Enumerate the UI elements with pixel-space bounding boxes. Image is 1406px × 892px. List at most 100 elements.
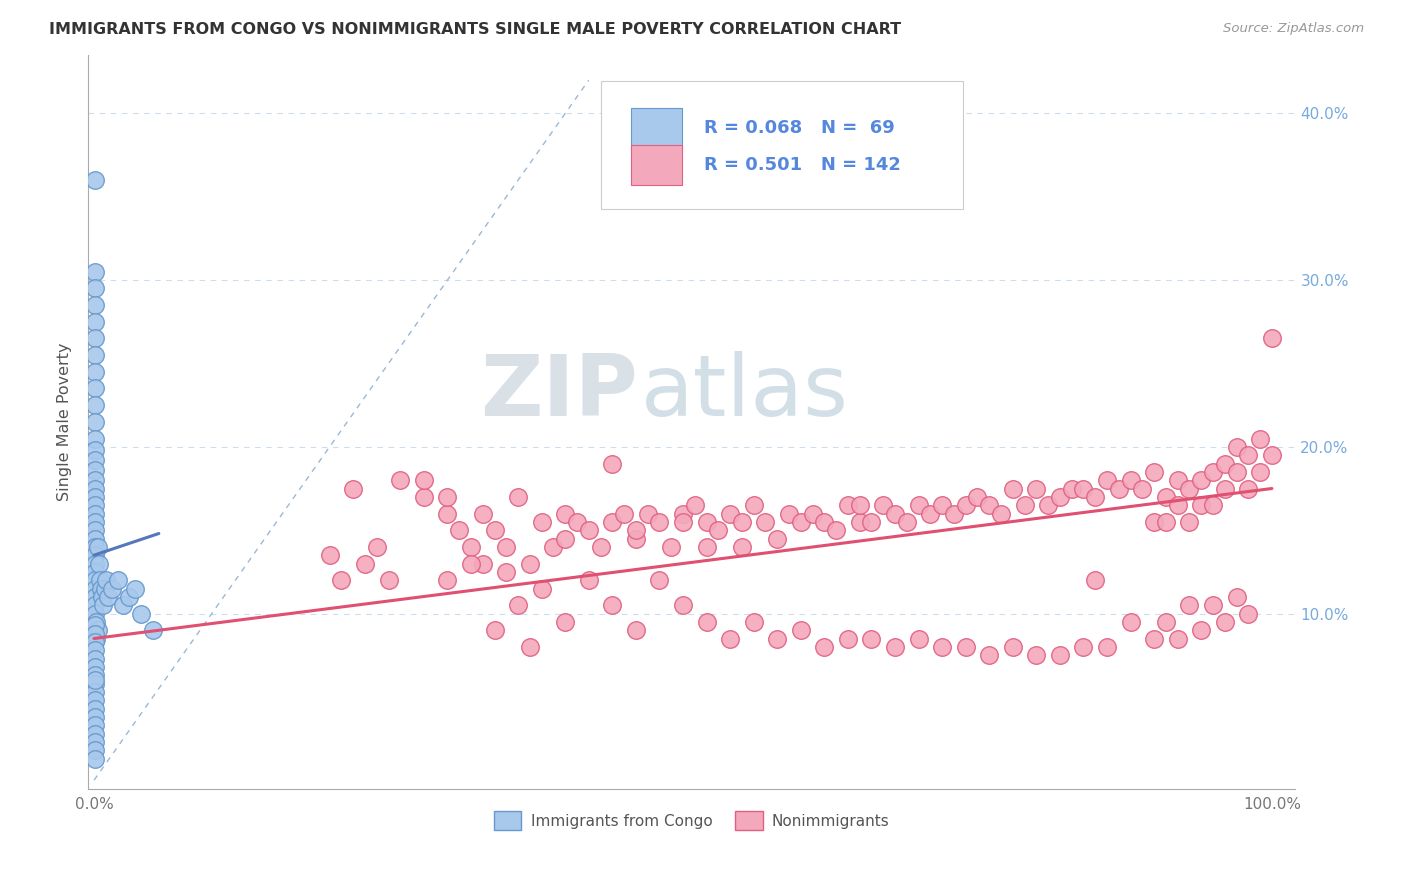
Point [84, 453, 107, 467]
Point [696, 615, 718, 629]
Point [86, 623, 108, 637]
Point [1084, 573, 1107, 587]
Point [742, 498, 765, 512]
Point [495, 565, 517, 579]
Point [318, 548, 340, 562]
Point [860, 632, 883, 646]
Point [1130, 482, 1153, 496]
Point [672, 598, 695, 612]
Point [696, 515, 718, 529]
Point [766, 532, 789, 546]
Point [1213, 615, 1236, 629]
Point [84, 415, 107, 429]
Point [589, 540, 612, 554]
Point [931, 498, 953, 512]
Point [718, 507, 741, 521]
Point [519, 640, 541, 654]
Point [659, 540, 682, 554]
Point [1036, 498, 1059, 512]
Point [84, 173, 107, 187]
Point [84, 443, 107, 458]
Point [896, 515, 918, 529]
Point [84, 281, 107, 295]
Point [436, 573, 458, 587]
Point [354, 557, 377, 571]
Point [84, 607, 107, 621]
Point [84, 598, 107, 612]
Point [1237, 607, 1260, 621]
Point [84, 507, 107, 521]
Point [979, 648, 1001, 663]
Point [766, 632, 789, 646]
Point [84, 573, 107, 587]
Point [118, 590, 141, 604]
Point [648, 573, 671, 587]
Point [1202, 498, 1225, 512]
Point [84, 540, 107, 554]
Point [495, 540, 517, 554]
Point [89, 573, 111, 587]
Point [84, 482, 107, 496]
Point [84, 265, 107, 279]
Point [1014, 498, 1036, 512]
Point [920, 507, 942, 521]
Point [955, 640, 977, 654]
Point [530, 582, 553, 596]
Point [84, 726, 107, 740]
Point [955, 498, 977, 512]
Point [624, 523, 647, 537]
Point [460, 557, 482, 571]
Point [484, 523, 506, 537]
Point [1189, 473, 1212, 487]
Text: atlas: atlas [641, 351, 849, 434]
Point [979, 498, 1001, 512]
Point [1178, 482, 1201, 496]
Point [1049, 490, 1071, 504]
Point [1001, 640, 1024, 654]
Point [554, 507, 576, 521]
Point [1178, 515, 1201, 529]
Point [1025, 648, 1047, 663]
Point [554, 532, 576, 546]
Point [84, 673, 107, 688]
Point [860, 515, 883, 529]
Point [460, 540, 482, 554]
Point [624, 532, 647, 546]
Point [93, 598, 115, 612]
Point [1261, 331, 1284, 345]
Point [412, 490, 434, 504]
Text: Source: ZipAtlas.com: Source: ZipAtlas.com [1223, 22, 1364, 36]
Point [84, 548, 107, 562]
Point [1084, 490, 1107, 504]
Point [84, 582, 107, 596]
Point [84, 298, 107, 312]
Point [366, 540, 388, 554]
Point [471, 557, 494, 571]
Point [1060, 482, 1083, 496]
Point [990, 507, 1012, 521]
Point [813, 515, 835, 529]
Point [600, 457, 623, 471]
Point [107, 573, 129, 587]
Point [1261, 448, 1284, 462]
Point [707, 523, 730, 537]
Point [1213, 457, 1236, 471]
Point [84, 565, 107, 579]
Point [1225, 440, 1247, 454]
Point [1178, 598, 1201, 612]
Point [84, 463, 107, 477]
Point [1167, 473, 1189, 487]
Text: ZIP: ZIP [479, 351, 637, 434]
Point [683, 498, 706, 512]
Point [1154, 490, 1177, 504]
Point [1189, 623, 1212, 637]
Point [84, 515, 107, 529]
Point [1095, 640, 1118, 654]
Point [84, 532, 107, 546]
Point [1225, 465, 1247, 479]
Point [124, 582, 146, 596]
Point [554, 615, 576, 629]
Point [84, 676, 107, 690]
Point [84, 643, 107, 657]
Point [1108, 482, 1130, 496]
